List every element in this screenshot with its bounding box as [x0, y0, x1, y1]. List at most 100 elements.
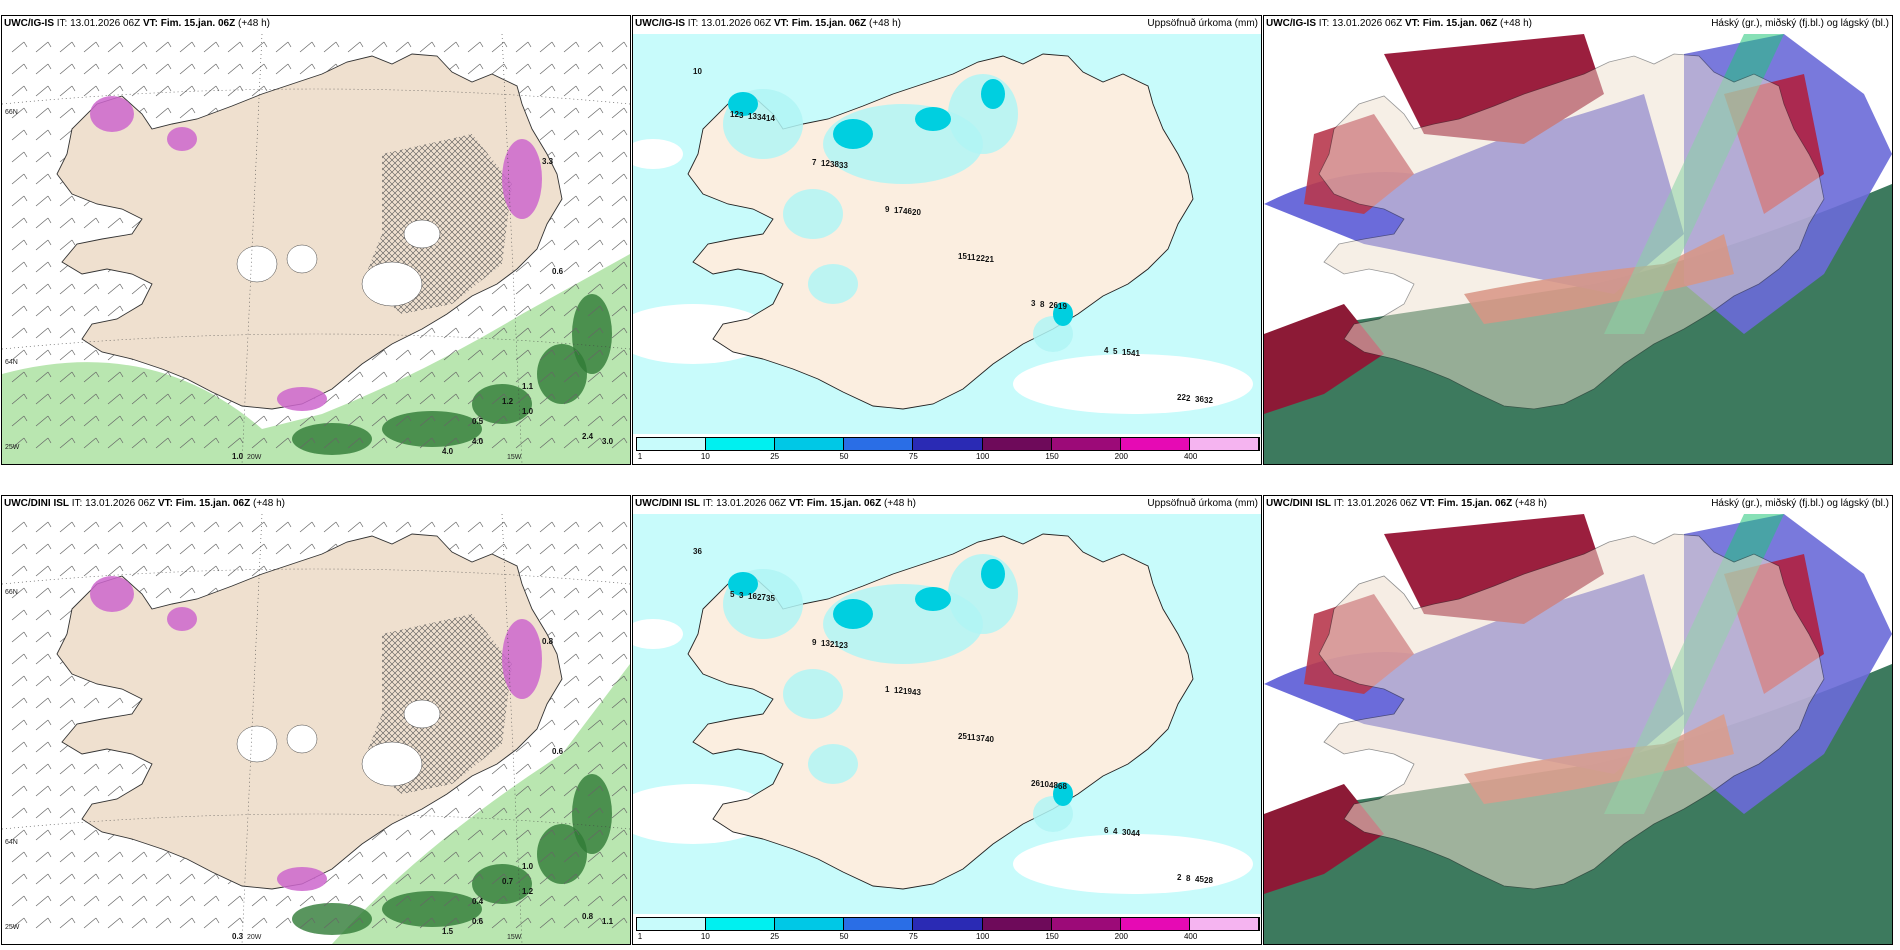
- it-label: IT:: [1318, 18, 1330, 29]
- station-value: 26: [1049, 301, 1058, 310]
- green-precip-area: [2, 254, 630, 464]
- precip-value: 1.1: [602, 917, 614, 926]
- station-value: 38: [830, 160, 839, 169]
- legend-tick: 25: [770, 452, 780, 461]
- it-label: IT:: [71, 498, 83, 509]
- legend-tick: 10: [700, 452, 710, 461]
- legend-swatch: [1051, 918, 1121, 930]
- init-time: 13.01.2026 06Z: [85, 498, 156, 509]
- precip-value: 1.1: [522, 382, 534, 391]
- legend-swatch: [1189, 918, 1259, 930]
- panel-title: Uppsöfnuð úrkoma (mm): [1147, 498, 1258, 509]
- init-time: 13.01.2026 06Z: [1347, 498, 1418, 509]
- glacier: [286, 724, 318, 754]
- precip-value: 1.2: [522, 887, 534, 896]
- station-value: 32: [1204, 396, 1213, 405]
- legend-swatch: [706, 438, 776, 450]
- station-value: 36: [1195, 395, 1204, 404]
- station-value: 41: [1131, 349, 1140, 358]
- dense-precip-patch: [572, 294, 612, 374]
- dry-area: [633, 619, 683, 649]
- grid-label-lat64: 64N: [5, 359, 18, 366]
- station-value: 7: [812, 158, 817, 167]
- station-value: 14: [766, 114, 775, 123]
- station-value: 30: [1122, 828, 1131, 837]
- grid-label-lat66: 66N: [5, 109, 18, 116]
- heavy-precip: [728, 572, 758, 596]
- valid-time: Fim. 15.jan. 06Z: [1422, 18, 1498, 29]
- legend-tick: 25: [770, 932, 780, 941]
- station-value: 9: [885, 205, 890, 214]
- station-value: 4: [1113, 827, 1118, 836]
- panel-header: UWC/DINI ISL IT: 13.01.2026 06Z VT: Fim.…: [635, 498, 916, 509]
- precip-value: 1.0: [232, 452, 244, 461]
- heavy-precip: [981, 79, 1005, 109]
- vt-label: VT:: [1404, 18, 1420, 29]
- station-value: 20: [912, 208, 921, 217]
- glacier: [361, 261, 423, 307]
- iceland-land: [1318, 533, 1825, 890]
- precip-value: 0.3: [232, 932, 244, 941]
- magenta-precip: [90, 96, 134, 132]
- station-value: 15: [958, 252, 967, 261]
- precip-value: 0.8: [542, 637, 554, 646]
- legend-swatch: [1051, 438, 1121, 450]
- station-value: 44: [1131, 829, 1140, 838]
- dense-precip-patch: [382, 891, 482, 927]
- station-value: 10: [693, 67, 702, 76]
- graticule: [2, 514, 630, 944]
- magenta-precip: [277, 387, 327, 411]
- station-value: 21: [830, 640, 839, 649]
- station-value: 35: [766, 594, 775, 603]
- legend-tick: 100: [975, 932, 990, 941]
- valid-time: Fim. 15.jan. 06Z: [175, 498, 251, 509]
- model-name: UWC/IG-IS: [1266, 18, 1316, 29]
- legend-tick: 75: [908, 932, 918, 941]
- legend-swatch: [706, 918, 776, 930]
- model-name: UWC/DINI ISL: [4, 498, 69, 509]
- legend-swatch: [1120, 918, 1190, 930]
- station-value: 10: [1040, 780, 1049, 789]
- heavy-precip: [1053, 302, 1073, 326]
- lead-time: (+48 h): [1500, 18, 1532, 29]
- dense-precip-patch: [472, 864, 532, 904]
- station-value: 6: [1104, 826, 1109, 835]
- station-value: 68: [1058, 782, 1067, 791]
- legend-tick: 100: [975, 452, 990, 461]
- dry-area: [1013, 834, 1253, 894]
- land-precip: [808, 744, 858, 784]
- station-value: 12: [730, 110, 739, 119]
- precip-value: 0.6: [552, 747, 564, 756]
- land-precip: [783, 189, 843, 239]
- it-label: IT:: [56, 18, 68, 29]
- precip-legend: 1 10 25 50 75 100 150 200 400: [633, 914, 1261, 944]
- station-value: 5: [730, 590, 735, 599]
- panel-header: UWC/DINI ISL IT: 13.01.2026 06Z VT: Fim.…: [1266, 498, 1547, 509]
- panel-title: Háský (gr.), miðský (fj.bl.) og lágský (…: [1711, 498, 1889, 509]
- station-value: 34: [757, 113, 766, 122]
- grid-label-lat64: 64N: [5, 839, 18, 846]
- station-value: 12: [894, 686, 903, 695]
- land-precip: [783, 669, 843, 719]
- init-time: 13.01.2026 06Z: [701, 18, 772, 29]
- station-value: 46: [903, 207, 912, 216]
- model-name: UWC/IG-IS: [635, 18, 685, 29]
- station-value: 5: [1113, 347, 1118, 356]
- precip-value: 1.0: [522, 862, 534, 871]
- glacier: [361, 741, 423, 787]
- station-value: 17: [894, 206, 903, 215]
- precip-legend: 1 10 25 50 75 100 150 200 400: [633, 434, 1261, 464]
- station-value: 3: [739, 591, 744, 600]
- vt-label: VT:: [773, 18, 789, 29]
- it-label: IT:: [687, 18, 699, 29]
- heavy-precip: [833, 119, 873, 149]
- legend-tick: 75: [908, 452, 918, 461]
- legend-tick: 1: [637, 932, 643, 941]
- dense-precip-patch: [292, 903, 372, 935]
- init-time: 13.01.2026 06Z: [716, 498, 787, 509]
- dense-precip-patch: [537, 344, 587, 404]
- magenta-precip: [167, 127, 197, 151]
- legend-tick: 50: [839, 452, 849, 461]
- station-value: 28: [1204, 876, 1213, 885]
- valid-time: Fim. 15.jan. 06Z: [806, 498, 882, 509]
